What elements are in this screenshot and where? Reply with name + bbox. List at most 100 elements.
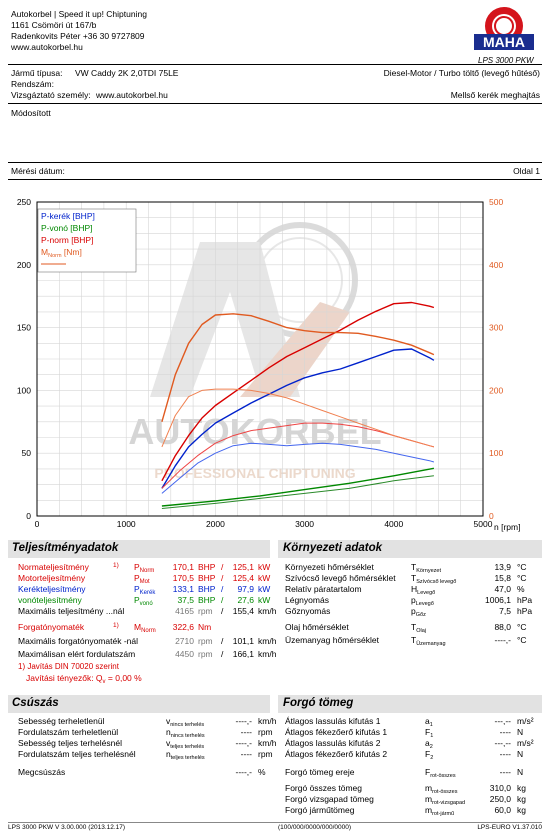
symbol-subscript: vonó — [139, 601, 153, 607]
slip-row: Megcsúszás ----,-% — [18, 767, 270, 778]
environment-value: 7,5 — [499, 606, 511, 616]
plate-label: Rendszám: — [11, 79, 54, 89]
environment-symbol: pGőz — [411, 606, 426, 619]
performance-symbol: Pvonó — [134, 595, 153, 608]
performance-unit-2: kW — [258, 562, 271, 572]
environment-symbol: TKörnyezet — [411, 562, 441, 575]
x-tick-label: 1000 — [117, 519, 136, 529]
y-right-tick-label: 0 — [489, 511, 494, 521]
inertia-symbol: mrot-jármű — [425, 805, 454, 818]
watermark: AUTOKORBEL PROFESSIONAL CHIPTUNING — [128, 222, 382, 481]
performance-value-2: 125,1 — [232, 562, 254, 572]
environment-symbol: HLevegő — [411, 584, 435, 597]
slip-row: Sebesség terheletlenül vnincs terhelés ---… — [18, 716, 276, 729]
inertia-label: Forgó tömeg ereje — [285, 767, 355, 777]
performance-note: 1) — [113, 622, 119, 629]
inertia-symbol: mrot-összes — [425, 783, 457, 796]
divider — [8, 103, 542, 104]
symbol-letter: v — [166, 716, 171, 726]
environment-row: Olaj hőmérséklet TOlaj 88,0 °C — [285, 622, 539, 634]
symbol-subscript: teljes terhelés — [170, 755, 205, 761]
performance-unit-2: km/h — [258, 635, 277, 646]
symbol-letter: F — [425, 749, 431, 759]
performance-value-1: 2710 — [175, 635, 194, 646]
performance-symbol: PNorm — [134, 562, 154, 575]
performance-title: Teljesítményadatok — [12, 542, 119, 554]
performance-value-2: 97,9 — [237, 584, 254, 594]
performance-separator: / — [221, 635, 224, 646]
performance-separator: / — [221, 606, 224, 616]
symbol-letter: M — [134, 622, 142, 632]
symbol-subscript: 2 — [430, 755, 434, 761]
environment-label: Üzemanyag hőmérséklet — [285, 635, 380, 645]
performance-label: Normateljesítmény — [18, 562, 89, 572]
symbol-letter: m — [425, 794, 433, 804]
modified-label: Módosított — [11, 108, 51, 118]
symbol-subscript: 1 — [430, 733, 434, 739]
symbol-letter: P — [134, 584, 140, 594]
inertia-symbol: F2 — [425, 749, 433, 762]
inertia-value: ---,-- — [494, 738, 511, 748]
divider — [8, 64, 542, 65]
symbol-letter: n — [166, 749, 171, 759]
symbol-subscript: nincs terhelés — [170, 722, 205, 728]
environment-row: Légnyomás pLevegő 1006,1 hPa — [285, 595, 539, 607]
maha-logo-icon: MAHA — [474, 7, 534, 50]
performance-unit-2: km/h — [258, 649, 277, 659]
footer-center: (100/000/0000/000/0000) — [278, 824, 352, 831]
inertia-label: Forgó vizsgapad tömeg — [285, 794, 374, 804]
tester-row: Vizsgáztató személy: www.autokorbel.hu — [11, 90, 311, 101]
performance-separator: / — [221, 562, 224, 572]
performance-note: 1) — [113, 562, 119, 569]
tester-label: Vizsgáztató személy: — [11, 90, 91, 100]
slip-value: ----,- — [235, 716, 252, 726]
environment-unit: °C — [517, 635, 527, 645]
slip-symbol: nteljes terhelés — [166, 749, 205, 762]
environment-value: 15,8 — [494, 573, 511, 583]
environment-unit: °C — [517, 562, 527, 572]
inertia-label: Átlagos lassulás kifutás 2 — [285, 738, 381, 748]
environment-title-bar — [278, 540, 542, 558]
chart-legend: P-kerék [BHP] P-vonó [BHP] P-norm [BHP] … — [37, 208, 137, 273]
chart-series — [161, 301, 435, 509]
slip-symbol: vnincs terhelés — [166, 716, 204, 729]
symbol-letter: v — [166, 738, 171, 748]
inertia-row: Átlagos lassulás kifutás 1 a1 ---,-- m/s² — [285, 716, 539, 728]
correction-factor-label: Javítási tényezők: Q — [26, 673, 103, 683]
correction-factor: Javítási tényezők: Qv = 0,00 % — [26, 673, 142, 685]
symbol-subscript: Levegő — [417, 590, 436, 596]
x-tick-label: 3000 — [295, 519, 314, 529]
symbol-letter: P — [134, 573, 140, 583]
symbol-letter: n — [166, 727, 171, 737]
dyno-model: LPS 3000 PKW — [478, 56, 534, 65]
performance-value-2: 101,1 — [232, 635, 254, 646]
tester-value: www.autokorbel.hu — [96, 90, 168, 100]
company-header: Autokorbel | Speed it up! Chiptuning 116… — [11, 9, 147, 53]
environment-label: Gőznyomás — [285, 606, 331, 616]
inertia-symbol: a2 — [425, 738, 433, 751]
page-number: Oldal 1 — [513, 166, 540, 176]
inertia-value: ---- — [499, 749, 511, 759]
environment-row: Környezeti hőmérséklet TKörnyezet 13,9 °C — [285, 562, 539, 575]
performance-value-1: 133,1 — [172, 584, 194, 594]
symbol-subscript: nincs terhelés — [170, 733, 205, 739]
symbol-letter: m — [425, 783, 433, 793]
series-line — [161, 442, 435, 494]
performance-row: Forgatónyomaték 1) MNorm 322,6 Nm — [18, 622, 270, 634]
company-website: www.autokorbel.hu — [11, 42, 83, 52]
performance-row: Normateljesítmény 1) PNorm 170,1 BHP / 125,1 kW — [18, 562, 271, 575]
symbol-subscript: Norm — [141, 628, 156, 634]
performance-unit-2: kW — [258, 595, 271, 605]
series-line — [161, 348, 435, 489]
company-contact: Radenkovits Péter +36 30 9727809 — [11, 31, 145, 41]
series-line — [161, 467, 435, 507]
performance-label: Motorteljesítmény — [18, 573, 86, 583]
performance-value-2: 27,6 — [237, 595, 254, 605]
environment-unit: % — [517, 584, 525, 594]
performance-value-2: 166,1 — [232, 649, 254, 659]
inertia-value: 310,0 — [489, 783, 511, 793]
performance-row: Maximális forgatónyomaték -nál 2710 rpm / 10… — [18, 635, 276, 647]
legend-p-kerek: P-kerék [BHP] — [41, 211, 95, 221]
slip-row: Fordulatszám teljes terhelésnél nteljes t… — [18, 749, 273, 762]
symbol-subscript: rot-vizsgapad — [432, 800, 466, 806]
